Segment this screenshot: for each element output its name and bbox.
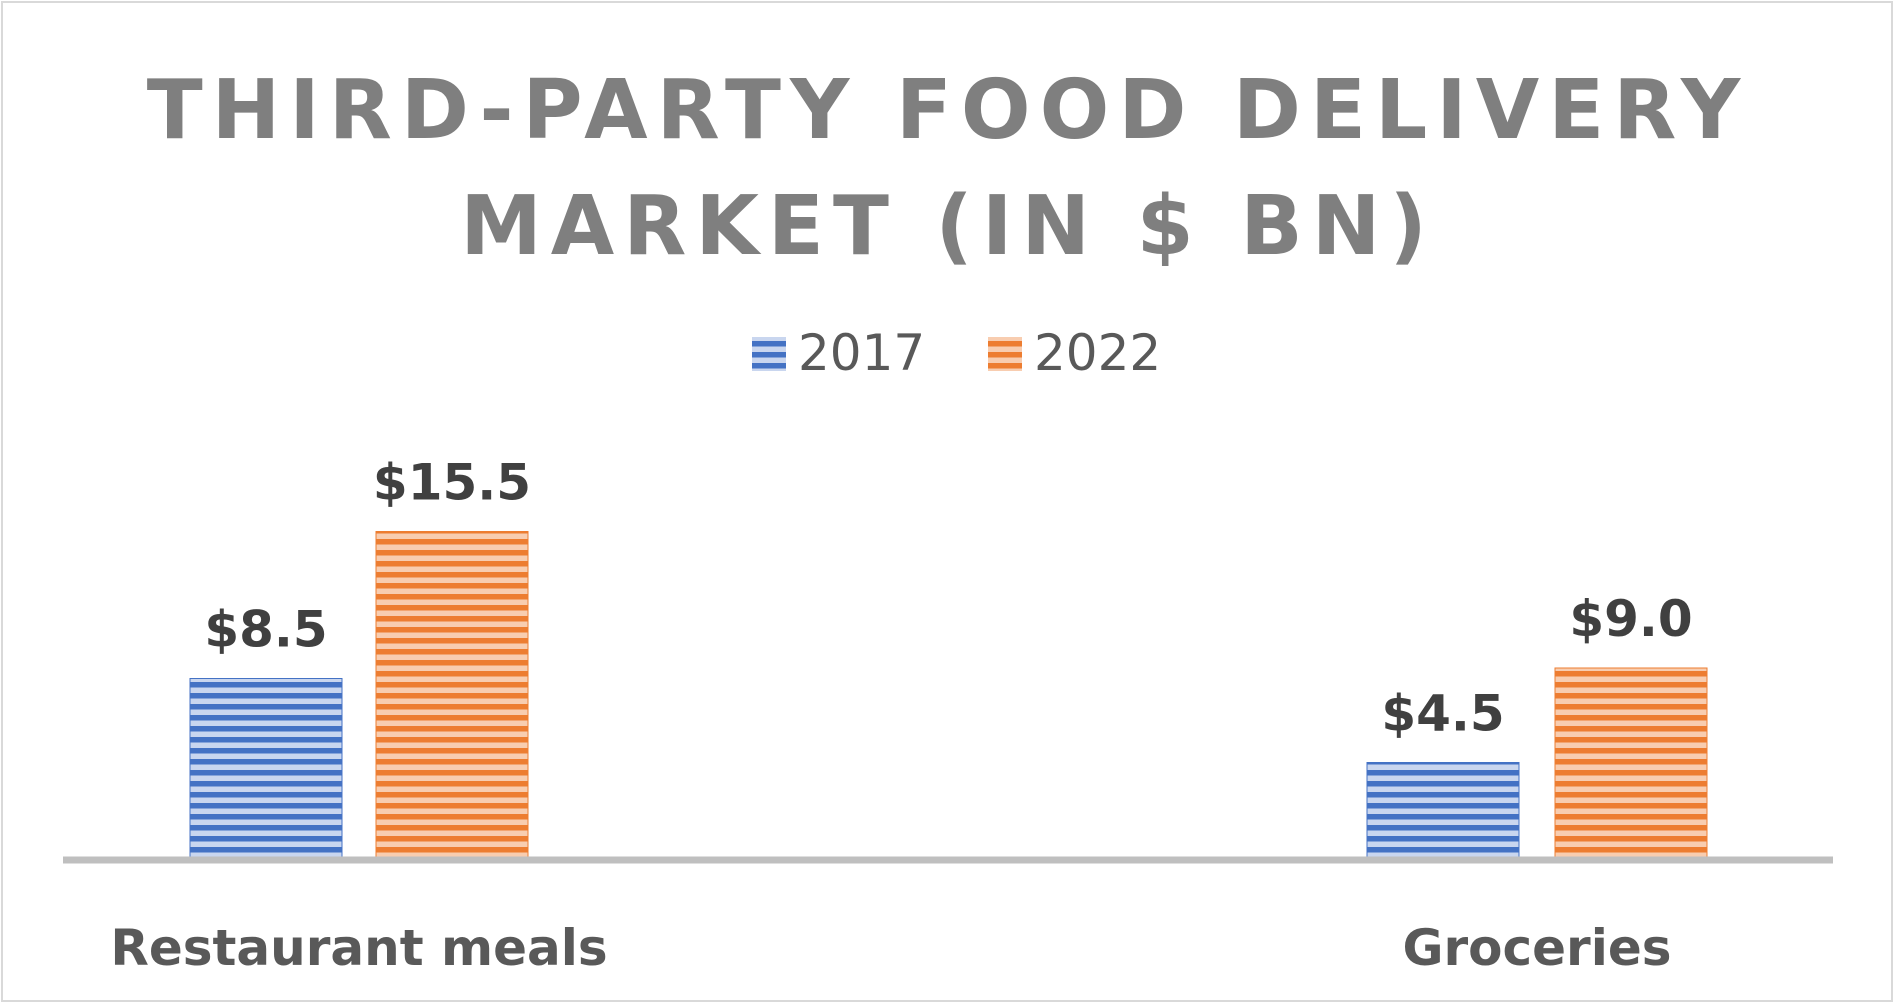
data-label: $4.5 (1381, 685, 1504, 743)
category-label: Groceries (1402, 919, 1671, 977)
bar-2022-1 (1554, 667, 1708, 858)
data-label: $8.5 (204, 601, 327, 659)
bar-2022-0 (375, 531, 529, 858)
legend-swatch-2022 (988, 337, 1022, 371)
category-label: Restaurant meals (110, 919, 607, 977)
legend-swatch-2017 (752, 337, 786, 371)
bar-2017-0 (189, 678, 343, 858)
bar-2017-1 (1366, 762, 1520, 858)
chart-title-line: MARKET (IN $ BN) (460, 179, 1436, 274)
data-label: $15.5 (373, 454, 531, 512)
legend-label: 2022 (1034, 324, 1161, 382)
legend-label: 2017 (798, 324, 925, 382)
chart-title-line: THIRD-PARTY FOOD DELIVERY (147, 63, 1750, 158)
data-label: $9.0 (1569, 590, 1692, 648)
